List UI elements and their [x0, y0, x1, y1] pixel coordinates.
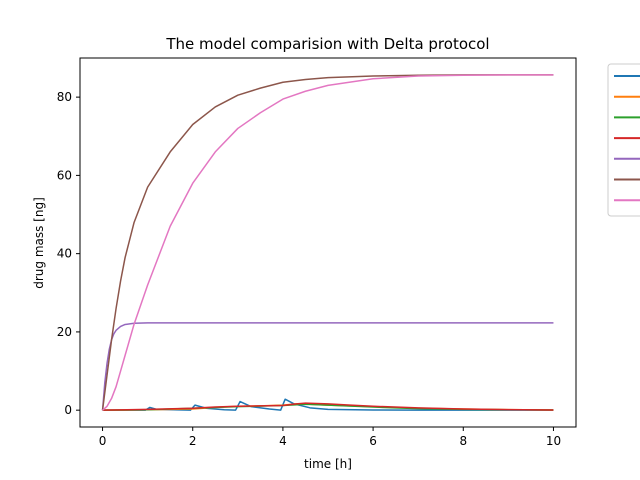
- y-tick-label: 40: [57, 247, 72, 261]
- x-tick-label: 2: [189, 434, 197, 448]
- chart-title: The model comparision with Delta protoco…: [165, 35, 489, 53]
- series-line-5: [101, 322, 554, 411]
- legend-box: [607, 63, 640, 217]
- x-tick-label: 4: [279, 434, 287, 448]
- y-axis-label: drug mass [ng]: [32, 197, 46, 289]
- x-tick-label: 0: [99, 434, 107, 448]
- legend: [607, 63, 640, 217]
- plot-area: [101, 74, 554, 411]
- series-line-6: [101, 74, 554, 411]
- y-tick-label: 60: [57, 168, 72, 182]
- series-line-4: [102, 402, 554, 411]
- x-tick-label: 6: [369, 434, 377, 448]
- series-line-7: [102, 74, 554, 411]
- y-tick-label: 80: [57, 90, 72, 104]
- axes-frame: [79, 57, 577, 428]
- x-tick-label: 10: [546, 434, 561, 448]
- x-tick-label: 8: [459, 434, 467, 448]
- y-axis: 0 20 40 60 80: [57, 90, 80, 417]
- y-tick-label: 0: [64, 403, 72, 417]
- x-axis: 0 2 4 6 8 10: [99, 427, 561, 448]
- y-tick-label: 20: [57, 325, 72, 339]
- x-axis-label: time [h]: [304, 457, 352, 471]
